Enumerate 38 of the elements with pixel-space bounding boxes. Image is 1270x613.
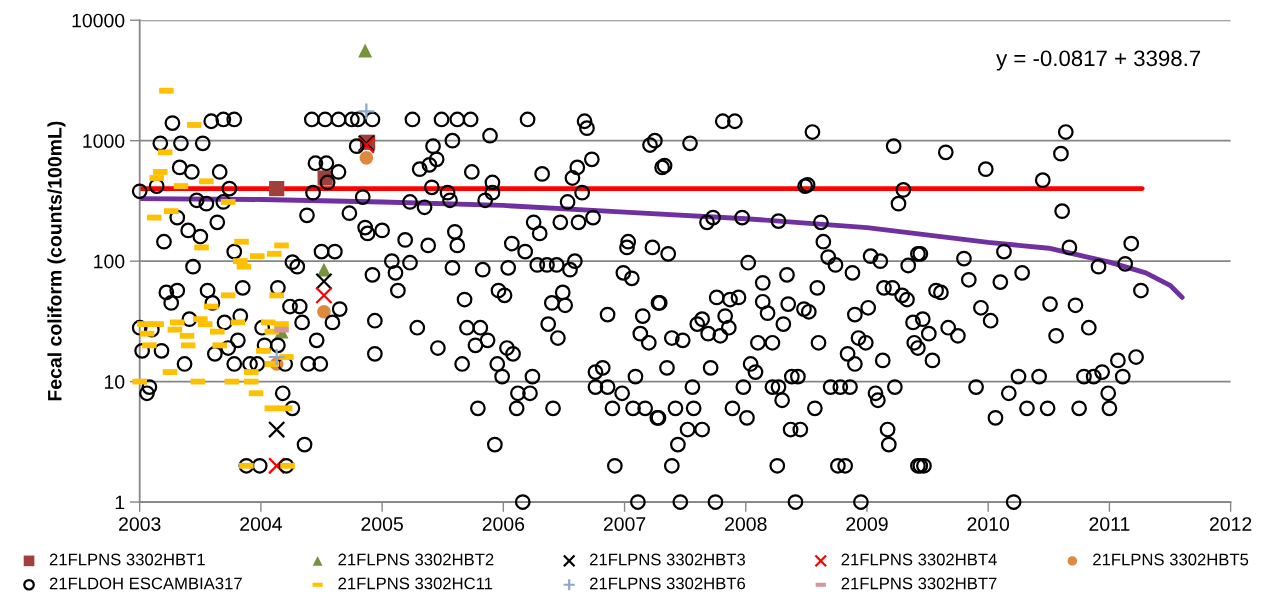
point bbox=[317, 304, 331, 319]
point bbox=[359, 151, 374, 165]
x-tick-label: 2009 bbox=[846, 517, 888, 531]
legend-label: 21FLDOH ESCAMBIA317 bbox=[49, 577, 242, 590]
point bbox=[357, 102, 376, 121]
legend-label: 21FLPNS 3302HC11 bbox=[338, 577, 493, 590]
x-tick-label: 2008 bbox=[725, 517, 767, 531]
legend-label: 21FLPNS 3302HBT3 bbox=[590, 553, 746, 566]
legend-label: 21FLPNS 3302HBT2 bbox=[338, 553, 494, 566]
point bbox=[267, 347, 286, 367]
legend-label: 21FLPNS 3302HBT6 bbox=[590, 577, 746, 590]
legend-label: 21FLPNS 3302HBT7 bbox=[841, 577, 997, 590]
x-tick-label: 2003 bbox=[119, 517, 161, 531]
x-tick-label: 2010 bbox=[967, 517, 1010, 531]
legend-label: 21FLPNS 3302HBT4 bbox=[841, 553, 997, 566]
y-tick-label: 1 bbox=[115, 495, 125, 510]
point bbox=[358, 43, 373, 58]
point bbox=[315, 286, 333, 305]
legend-label: 21FLPNS 3302HBT1 bbox=[49, 553, 205, 566]
x-tick-label: 2006 bbox=[482, 517, 525, 531]
point bbox=[267, 457, 286, 475]
point bbox=[267, 420, 286, 439]
x-tick-label: 2012 bbox=[1209, 517, 1252, 531]
point bbox=[269, 181, 285, 197]
annotation: y = -0.0817 + 3398.7 bbox=[996, 50, 1201, 71]
y-tick-label: 100 bbox=[94, 254, 125, 269]
x-tick-label: 2004 bbox=[240, 517, 282, 531]
x-tick-label: 2011 bbox=[1089, 517, 1130, 531]
x-tick-label: 2007 bbox=[603, 517, 646, 531]
y-tick-label: 10 bbox=[104, 375, 125, 389]
y-tick-label: 1000 bbox=[83, 134, 125, 148]
y-tick-label: 10000 bbox=[72, 13, 125, 28]
point bbox=[315, 272, 333, 291]
line-series bbox=[139, 196, 1185, 300]
y-axis-title: Fecal coliform (counts/100mL) bbox=[47, 121, 66, 401]
x-tick-label: 2005 bbox=[361, 517, 403, 531]
point bbox=[317, 170, 333, 186]
legend-label: 21FLPNS 3302HBT5 bbox=[1093, 553, 1249, 566]
